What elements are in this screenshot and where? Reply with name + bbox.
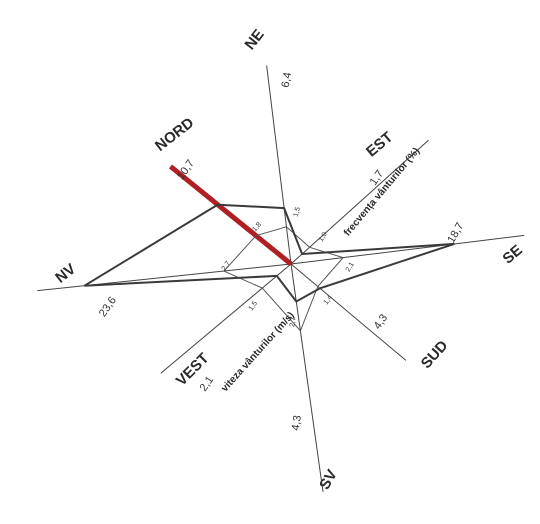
axis-line-sud	[290, 263, 407, 361]
speed-polygon-point-vest	[261, 287, 263, 289]
frequency-polygon-point-vest	[276, 275, 278, 277]
frequency-value-sud: 4,3	[372, 312, 391, 331]
speed-value-nv: 2,7	[221, 260, 232, 272]
direction-label-sud: SUD	[418, 337, 452, 372]
frequency-polygon-point-nord	[217, 204, 219, 206]
direction-label-est: EST	[363, 129, 396, 161]
speed-value-se: 2,1	[345, 261, 356, 273]
direction-label-nord: NORD	[152, 114, 197, 155]
frequency-polygon-point-sud	[319, 287, 321, 289]
direction-label-nv: NV	[52, 260, 79, 286]
frequency-polygon-point-nv	[83, 285, 86, 287]
speed-polygon-point-sud	[317, 285, 319, 288]
speed-axis-title: viteza vânturilor (m/s)	[219, 310, 296, 394]
frequency-polygon-point-est	[301, 253, 303, 255]
speed-polygon-point-ne	[285, 226, 287, 228]
speed-value-sv: 2,7	[289, 317, 298, 328]
direction-label-ne: NE	[241, 26, 267, 53]
axis-line-nv	[37, 263, 292, 292]
speed-polygon-point-sv	[299, 330, 301, 332]
axis-line-ne	[266, 65, 292, 265]
speed-value-nord: 1,8	[251, 221, 263, 233]
axis-line-se	[290, 234, 525, 265]
speed-value-vest: 1,5	[248, 300, 259, 312]
axes-layer	[37, 65, 525, 492]
axis-line-sv	[290, 263, 324, 492]
frequency-polygon	[83, 203, 455, 303]
speed-value-est: 1,0	[318, 231, 329, 243]
frequency-value-nv: 23,6	[97, 295, 119, 319]
speed-value-sud: 1,4	[323, 294, 334, 306]
speed-polygon-point-est	[309, 246, 311, 248]
frequency-value-nord: 10,7	[175, 158, 197, 182]
speed-polygon-point-nv	[223, 270, 225, 272]
frequency-polygon-point-ne	[283, 207, 285, 209]
axis-line-est	[290, 139, 429, 265]
direction-label-se: SE	[500, 242, 526, 268]
speed-polygon-point-se	[342, 257, 344, 259]
speed-value-ne: 1,5	[293, 206, 302, 217]
frequency-value-ne: 6,4	[280, 71, 294, 88]
frequency-axis-title: frecvența vânturilor (%)	[342, 146, 422, 239]
frequency-value-vest: 2,1	[198, 374, 217, 393]
frequency-polygon-point-sv	[295, 300, 297, 303]
polygons-layer	[83, 164, 455, 332]
highlight-bar-nord	[168, 164, 293, 266]
frequency-value-se: 18,7	[445, 221, 466, 246]
frequency-polygon-point-se	[453, 243, 455, 245]
frequency-value-sv: 4,3	[290, 415, 304, 432]
axis-line-vest	[160, 263, 292, 374]
speed-polygon-point-nord	[255, 235, 257, 237]
